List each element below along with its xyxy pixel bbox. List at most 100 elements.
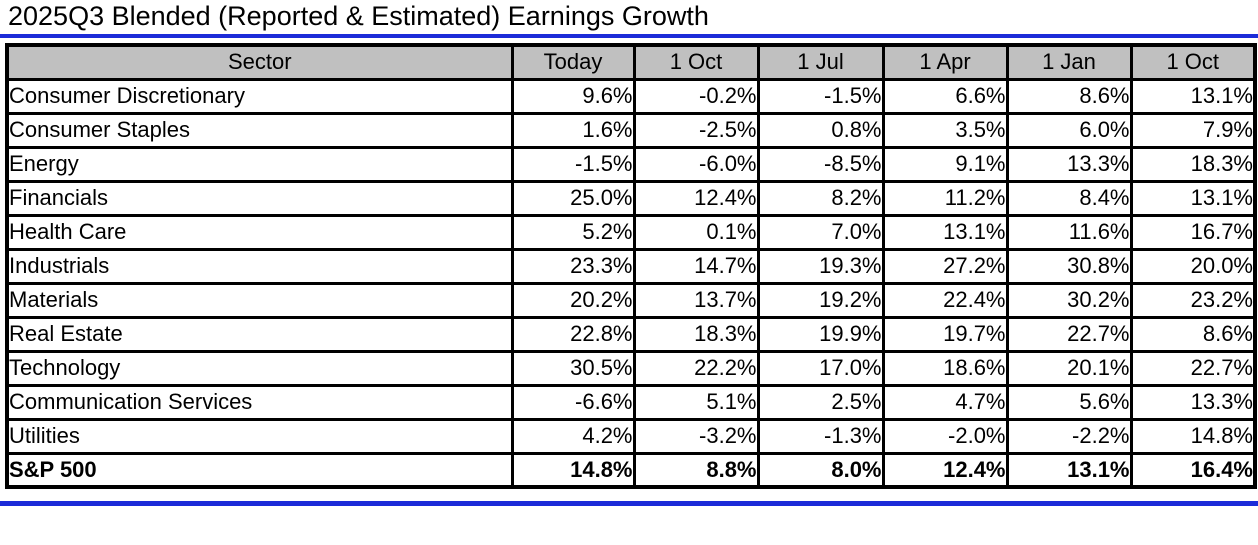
value-cell: -1.5%: [756, 77, 885, 115]
value-cell: 30.5%: [510, 349, 636, 387]
table-row: Utilities 4.2% -3.2% -1.3% -2.0% -2.2% 14.8%: [5, 417, 1257, 455]
table-row: S&P 500 14.8% 8.8% 8.0% 12.4% 13.1% 16.4%: [5, 451, 1257, 489]
value-cell: 18.3%: [1129, 145, 1257, 183]
table-row: Consumer Staples 1.6% -2.5% 0.8% 3.5% 6.0% 7.9…: [5, 111, 1257, 149]
value-cell: 8.4%: [1005, 179, 1133, 217]
value-cell: 8.6%: [1005, 77, 1133, 115]
value-cell: 20.2%: [510, 281, 636, 319]
value-cell: -3.2%: [632, 417, 760, 455]
value-cell: -8.5%: [756, 145, 885, 183]
value-cell: 8.0%: [756, 451, 885, 489]
value-cell: 16.7%: [1129, 213, 1257, 251]
sector-cell: Utilities: [5, 417, 514, 455]
value-cell: -1.3%: [756, 417, 885, 455]
value-cell: 0.1%: [632, 213, 760, 251]
value-cell: 23.2%: [1129, 281, 1257, 319]
value-cell: 30.2%: [1005, 281, 1133, 319]
table-row: Technology 30.5% 22.2% 17.0% 18.6% 20.1% 22.7%: [5, 349, 1257, 387]
table-row: Communication Services -6.6% 5.1% 2.5% 4.7% 5…: [5, 383, 1257, 421]
value-cell: 7.9%: [1129, 111, 1257, 149]
value-cell: 22.8%: [510, 315, 636, 353]
value-cell: 11.2%: [881, 179, 1009, 217]
value-cell: 8.6%: [1129, 315, 1257, 353]
header-row: Sector Today 1 Oct 1 Jul 1 Apr 1 Jan 1 Oct: [5, 43, 1257, 81]
value-cell: 13.7%: [632, 281, 760, 319]
value-cell: 18.6%: [881, 349, 1009, 387]
value-cell: 22.7%: [1129, 349, 1257, 387]
sector-cell: Industrials: [5, 247, 514, 285]
value-cell: 13.3%: [1005, 145, 1133, 183]
value-cell: 25.0%: [510, 179, 636, 217]
value-cell: 16.4%: [1129, 451, 1257, 489]
sector-cell: Technology: [5, 349, 514, 387]
column-header-sector: Sector: [5, 43, 514, 81]
title-underline-rule: [0, 34, 1258, 38]
value-cell: 13.1%: [1005, 451, 1133, 489]
value-cell: 19.9%: [756, 315, 885, 353]
value-cell: 2.5%: [756, 383, 885, 421]
value-cell: 9.6%: [510, 77, 636, 115]
table-row: Energy -1.5% -6.0% -8.5% 9.1% 13.3% 18.3%: [5, 145, 1257, 183]
value-cell: 20.1%: [1005, 349, 1133, 387]
value-cell: 5.1%: [632, 383, 760, 421]
value-cell: 13.1%: [1129, 77, 1257, 115]
value-cell: 27.2%: [881, 247, 1009, 285]
value-cell: 22.4%: [881, 281, 1009, 319]
column-header-1-jan: 1 Jan: [1005, 43, 1133, 81]
value-cell: 13.3%: [1129, 383, 1257, 421]
value-cell: -2.5%: [632, 111, 760, 149]
value-cell: 8.2%: [756, 179, 885, 217]
column-header-today: Today: [510, 43, 636, 81]
earnings-growth-table: Sector Today 1 Oct 1 Jul 1 Apr 1 Jan 1 Oct Con…: [5, 43, 1257, 489]
value-cell: 22.7%: [1005, 315, 1133, 353]
value-cell: 12.4%: [632, 179, 760, 217]
value-cell: 5.6%: [1005, 383, 1133, 421]
value-cell: -2.2%: [1005, 417, 1133, 455]
value-cell: 9.1%: [881, 145, 1009, 183]
value-cell: 20.0%: [1129, 247, 1257, 285]
value-cell: 14.7%: [632, 247, 760, 285]
value-cell: 19.7%: [881, 315, 1009, 353]
value-cell: -0.2%: [632, 77, 760, 115]
value-cell: 13.1%: [1129, 179, 1257, 217]
sector-cell: Health Care: [5, 213, 514, 251]
column-header-1-apr: 1 Apr: [881, 43, 1009, 81]
sector-cell: Real Estate: [5, 315, 514, 353]
value-cell: 3.5%: [881, 111, 1009, 149]
value-cell: 18.3%: [632, 315, 760, 353]
table-row: Financials 25.0% 12.4% 8.2% 11.2% 8.4% 13.1%: [5, 179, 1257, 217]
value-cell: 8.8%: [632, 451, 760, 489]
sector-cell: Consumer Discretionary: [5, 77, 514, 115]
column-header-1-oct: 1 Oct: [632, 43, 760, 81]
value-cell: 13.1%: [881, 213, 1009, 251]
sector-cell: S&P 500: [5, 451, 514, 489]
value-cell: -6.6%: [510, 383, 636, 421]
sector-cell: Consumer Staples: [5, 111, 514, 149]
value-cell: 0.8%: [756, 111, 885, 149]
value-cell: 1.6%: [510, 111, 636, 149]
value-cell: 14.8%: [510, 451, 636, 489]
value-cell: 11.6%: [1005, 213, 1133, 251]
value-cell: -2.0%: [881, 417, 1009, 455]
value-cell: 19.2%: [756, 281, 885, 319]
value-cell: 6.0%: [1005, 111, 1133, 149]
value-cell: 22.2%: [632, 349, 760, 387]
value-cell: 30.8%: [1005, 247, 1133, 285]
value-cell: 4.7%: [881, 383, 1009, 421]
table-row: Industrials 23.3% 14.7% 19.3% 27.2% 30.8% 20.0…: [5, 247, 1257, 285]
value-cell: 4.2%: [510, 417, 636, 455]
table-row: Materials 20.2% 13.7% 19.2% 22.4% 30.2% 23.2%: [5, 281, 1257, 319]
table-row: Real Estate 22.8% 18.3% 19.9% 19.7% 22.7% 8.6%: [5, 315, 1257, 353]
value-cell: 6.6%: [881, 77, 1009, 115]
value-cell: 7.0%: [756, 213, 885, 251]
sector-cell: Materials: [5, 281, 514, 319]
value-cell: -1.5%: [510, 145, 636, 183]
column-header-1-jul: 1 Jul: [756, 43, 885, 81]
value-cell: 14.8%: [1129, 417, 1257, 455]
sector-cell: Energy: [5, 145, 514, 183]
bottom-rule: [0, 501, 1258, 506]
value-cell: 12.4%: [881, 451, 1009, 489]
table-row: Consumer Discretionary 9.6% -0.2% -1.5% 6.6%…: [5, 77, 1257, 115]
page-title: 2025Q3 Blended (Reported & Estimated) Ea…: [8, 1, 709, 31]
